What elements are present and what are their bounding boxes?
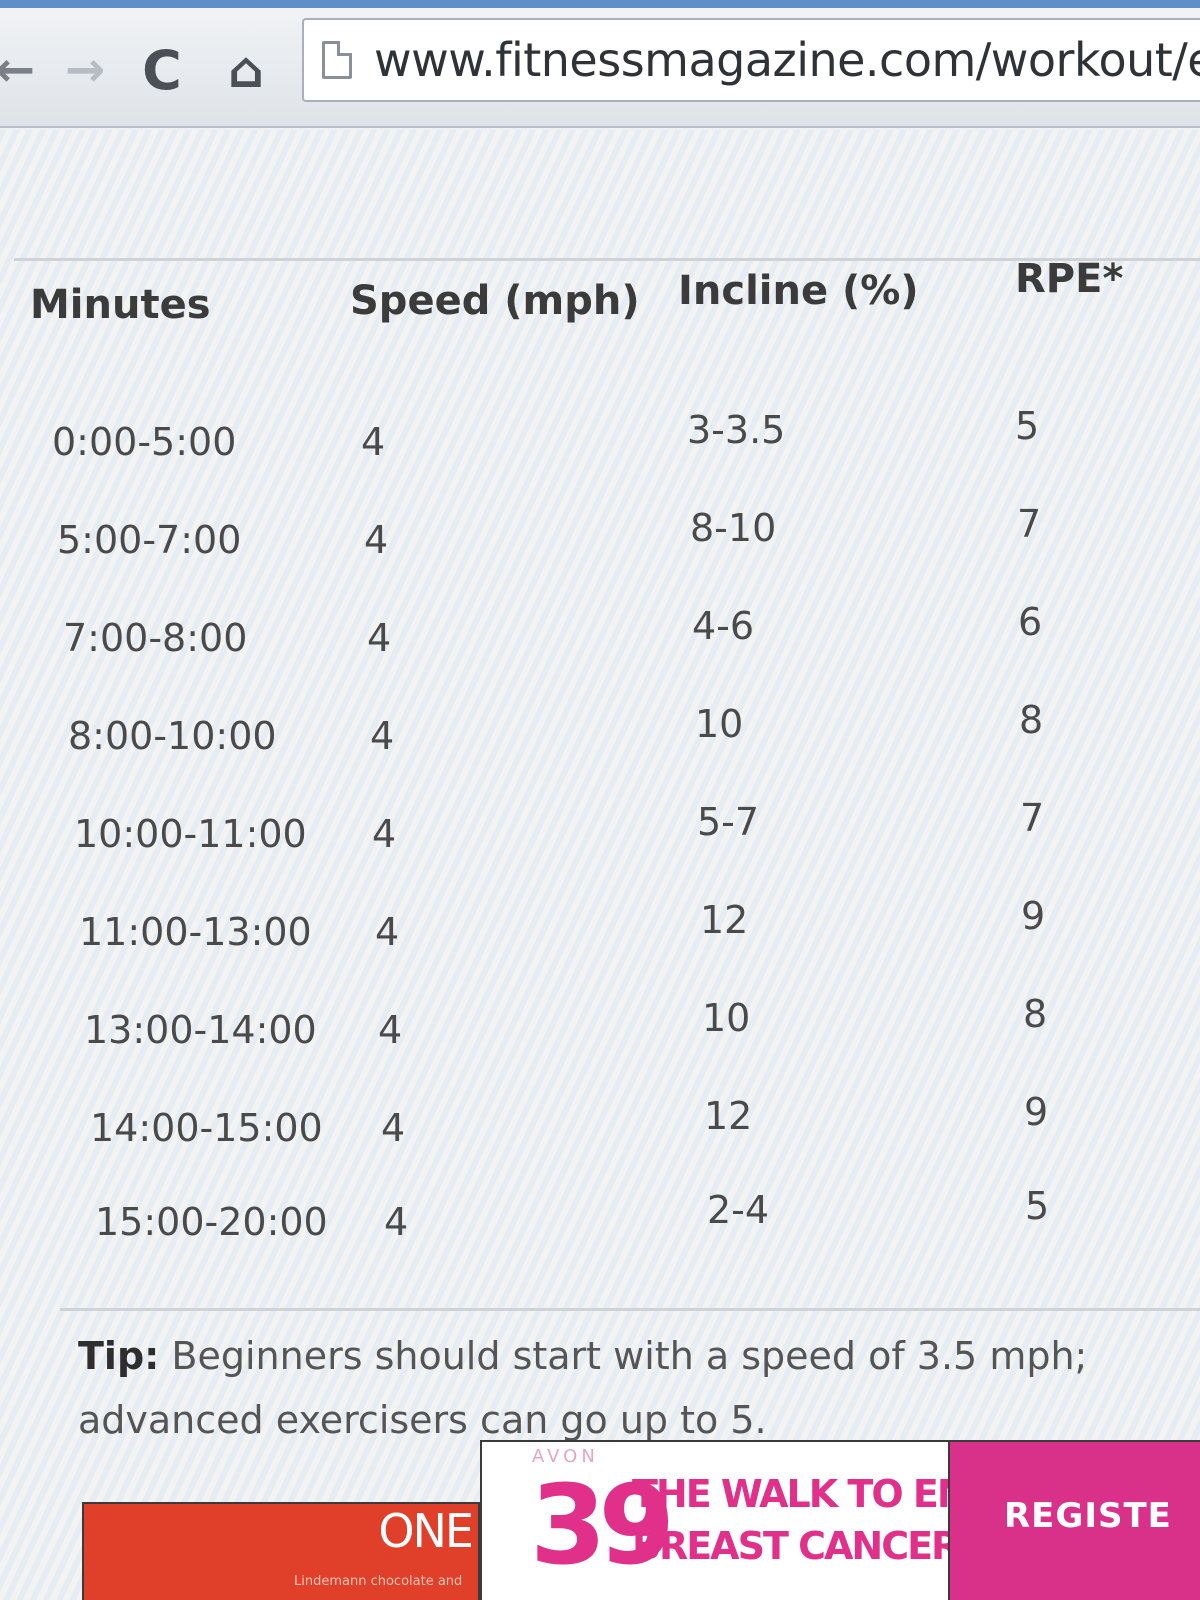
- cell-incline-row-5: 5-7: [697, 800, 760, 844]
- cell-incline-row-6: 12: [700, 898, 749, 942]
- home-icon: ⌂: [228, 41, 264, 99]
- cell-speed-row-4: 4: [370, 714, 395, 758]
- cell-incline-row-8: 12: [704, 1094, 753, 1138]
- ad-one-label: ONE: [378, 1504, 474, 1558]
- page-icon: [322, 41, 352, 79]
- header-incline: Incline (%): [678, 268, 919, 314]
- cell-speed-row-3: 4: [367, 616, 392, 660]
- ad-avon-walk-banner[interactable]: AVON 39 THE WALK TO END BREAST CANCER: [480, 1440, 950, 1600]
- register-label: REGISTE: [1004, 1496, 1172, 1536]
- browser-toolbar: ← → C ⌂ www.fitnessmagazine.com/workout/…: [0, 0, 1200, 128]
- cell-incline-row-3: 4-6: [692, 604, 755, 648]
- cell-minutes-row-4: 8:00-10:00: [68, 714, 277, 758]
- cell-speed-row-6: 4: [375, 910, 400, 954]
- avon-headline-line2: BREAST CANCER: [632, 1524, 950, 1568]
- table-bottom-divider: [60, 1308, 1200, 1311]
- arrow-right-icon: →: [64, 42, 106, 98]
- page-content: Minutes Speed (mph) Incline (%) RPE* 0:0…: [0, 130, 1200, 1600]
- cell-rpe-row-1: 5: [1015, 404, 1040, 448]
- tip-body: Beginners should start with a speed of 3…: [78, 1334, 1088, 1442]
- cell-minutes-row-7: 13:00-14:00: [84, 1008, 317, 1052]
- avon-39-number: 39: [530, 1461, 675, 1589]
- cell-minutes-row-1: 0:00-5:00: [52, 420, 237, 464]
- cell-minutes-row-2: 5:00-7:00: [57, 518, 242, 562]
- cell-minutes-row-9: 15:00-20:00: [95, 1200, 328, 1244]
- ad-chocolate-banner[interactable]: ONE Lindemann chocolate and: [82, 1502, 480, 1600]
- header-speed: Speed (mph): [350, 278, 640, 324]
- cell-speed-row-1: 4: [361, 420, 386, 464]
- cell-rpe-row-6: 9: [1021, 894, 1046, 938]
- forward-button[interactable]: →: [58, 40, 112, 100]
- ad-register-button[interactable]: REGISTE: [950, 1440, 1200, 1600]
- cell-rpe-row-5: 7: [1020, 796, 1045, 840]
- avon-logo: AVON: [532, 1446, 599, 1467]
- cell-rpe-row-7: 8: [1023, 992, 1048, 1036]
- window-top-edge: [0, 0, 1200, 8]
- cell-minutes-row-5: 10:00-11:00: [74, 812, 307, 856]
- cell-speed-row-7: 4: [378, 1008, 403, 1052]
- cell-rpe-row-3: 6: [1018, 600, 1043, 644]
- reload-button[interactable]: C: [130, 38, 194, 102]
- cell-minutes-row-8: 14:00-15:00: [90, 1106, 323, 1150]
- reload-icon: C: [142, 38, 182, 102]
- cell-rpe-row-2: 7: [1017, 502, 1042, 546]
- back-button[interactable]: ←: [0, 40, 40, 100]
- address-bar[interactable]: www.fitnessmagazine.com/workout/e: [302, 18, 1200, 102]
- arrow-left-icon: ←: [0, 42, 36, 98]
- table-top-divider: [14, 258, 1200, 261]
- cell-speed-row-2: 4: [364, 518, 389, 562]
- tip-label: Tip:: [78, 1334, 160, 1378]
- header-minutes: Minutes: [30, 282, 211, 328]
- avon-headline-line1: THE WALK TO END: [632, 1472, 948, 1516]
- cell-rpe-row-9: 5: [1025, 1184, 1050, 1228]
- ad-fine-print: Lindemann chocolate and: [294, 1574, 463, 1589]
- cell-rpe-row-4: 8: [1019, 698, 1044, 742]
- cell-speed-row-8: 4: [381, 1106, 406, 1150]
- home-button[interactable]: ⌂: [216, 40, 276, 100]
- header-rpe: RPE*: [1015, 256, 1124, 302]
- cell-incline-row-7: 10: [702, 996, 751, 1040]
- cell-incline-row-2: 8-10: [690, 506, 777, 550]
- cell-rpe-row-8: 9: [1024, 1090, 1049, 1134]
- cell-minutes-row-3: 7:00-8:00: [63, 616, 248, 660]
- tip-text: Tip: Beginners should start with a speed…: [78, 1324, 1178, 1452]
- cell-incline-row-1: 3-3.5: [687, 408, 786, 452]
- cell-speed-row-5: 4: [372, 812, 397, 856]
- cell-incline-row-9: 2-4: [707, 1188, 770, 1232]
- cell-speed-row-9: 4: [384, 1200, 409, 1244]
- cell-minutes-row-6: 11:00-13:00: [79, 910, 312, 954]
- cell-incline-row-4: 10: [695, 702, 744, 746]
- url-text[interactable]: www.fitnessmagazine.com/workout/e: [374, 33, 1200, 87]
